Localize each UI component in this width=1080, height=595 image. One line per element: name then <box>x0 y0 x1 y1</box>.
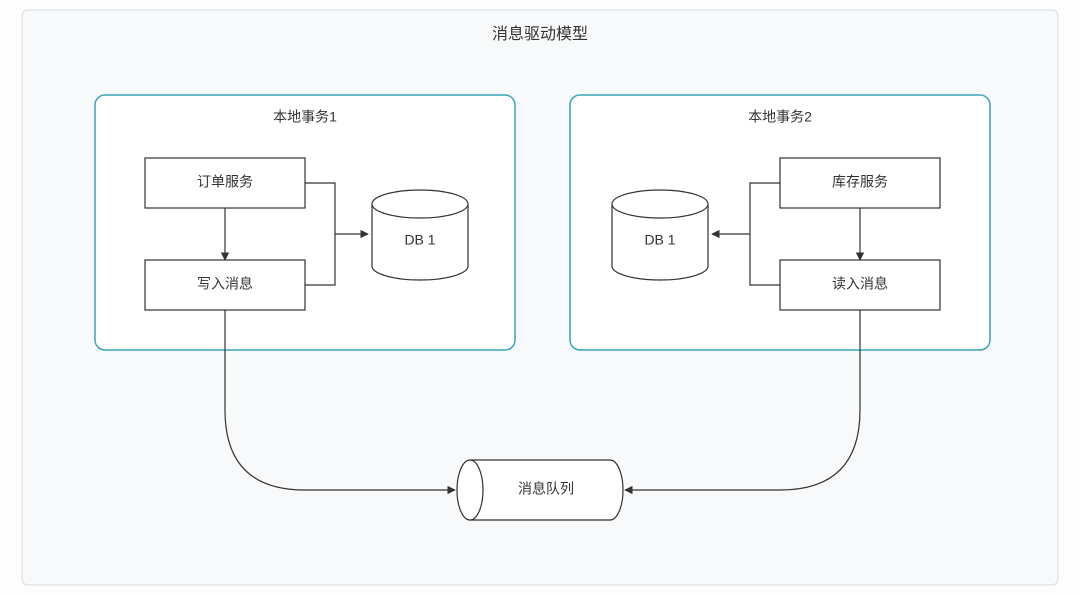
node-queue: 消息队列 <box>457 460 623 520</box>
node-db1b: DB 1 <box>612 190 708 280</box>
node-write: 写入消息 <box>145 260 305 310</box>
node-db1a: DB 1 <box>372 190 468 280</box>
diagram-canvas: 消息驱动模型 本地事务1 本地事务2 订单服务写入消息 DB 1 DB 1 库存服务读入… <box>0 0 1080 595</box>
node-label-db1a: DB 1 <box>404 232 435 248</box>
node-read: 读入消息 <box>780 260 940 310</box>
node-label-queue: 消息队列 <box>518 481 574 497</box>
node-stock: 库存服务 <box>780 158 940 208</box>
node-order: 订单服务 <box>145 158 305 208</box>
node-label-stock: 库存服务 <box>832 174 888 190</box>
node-label-read: 读入消息 <box>832 276 888 292</box>
node-label-order: 订单服务 <box>197 174 253 190</box>
node-label-write: 写入消息 <box>197 276 253 292</box>
group-label-tx2: 本地事务2 <box>748 109 812 125</box>
node-label-db1b: DB 1 <box>644 232 675 248</box>
diagram-title: 消息驱动模型 <box>492 25 588 43</box>
group-label-tx1: 本地事务1 <box>273 109 337 125</box>
